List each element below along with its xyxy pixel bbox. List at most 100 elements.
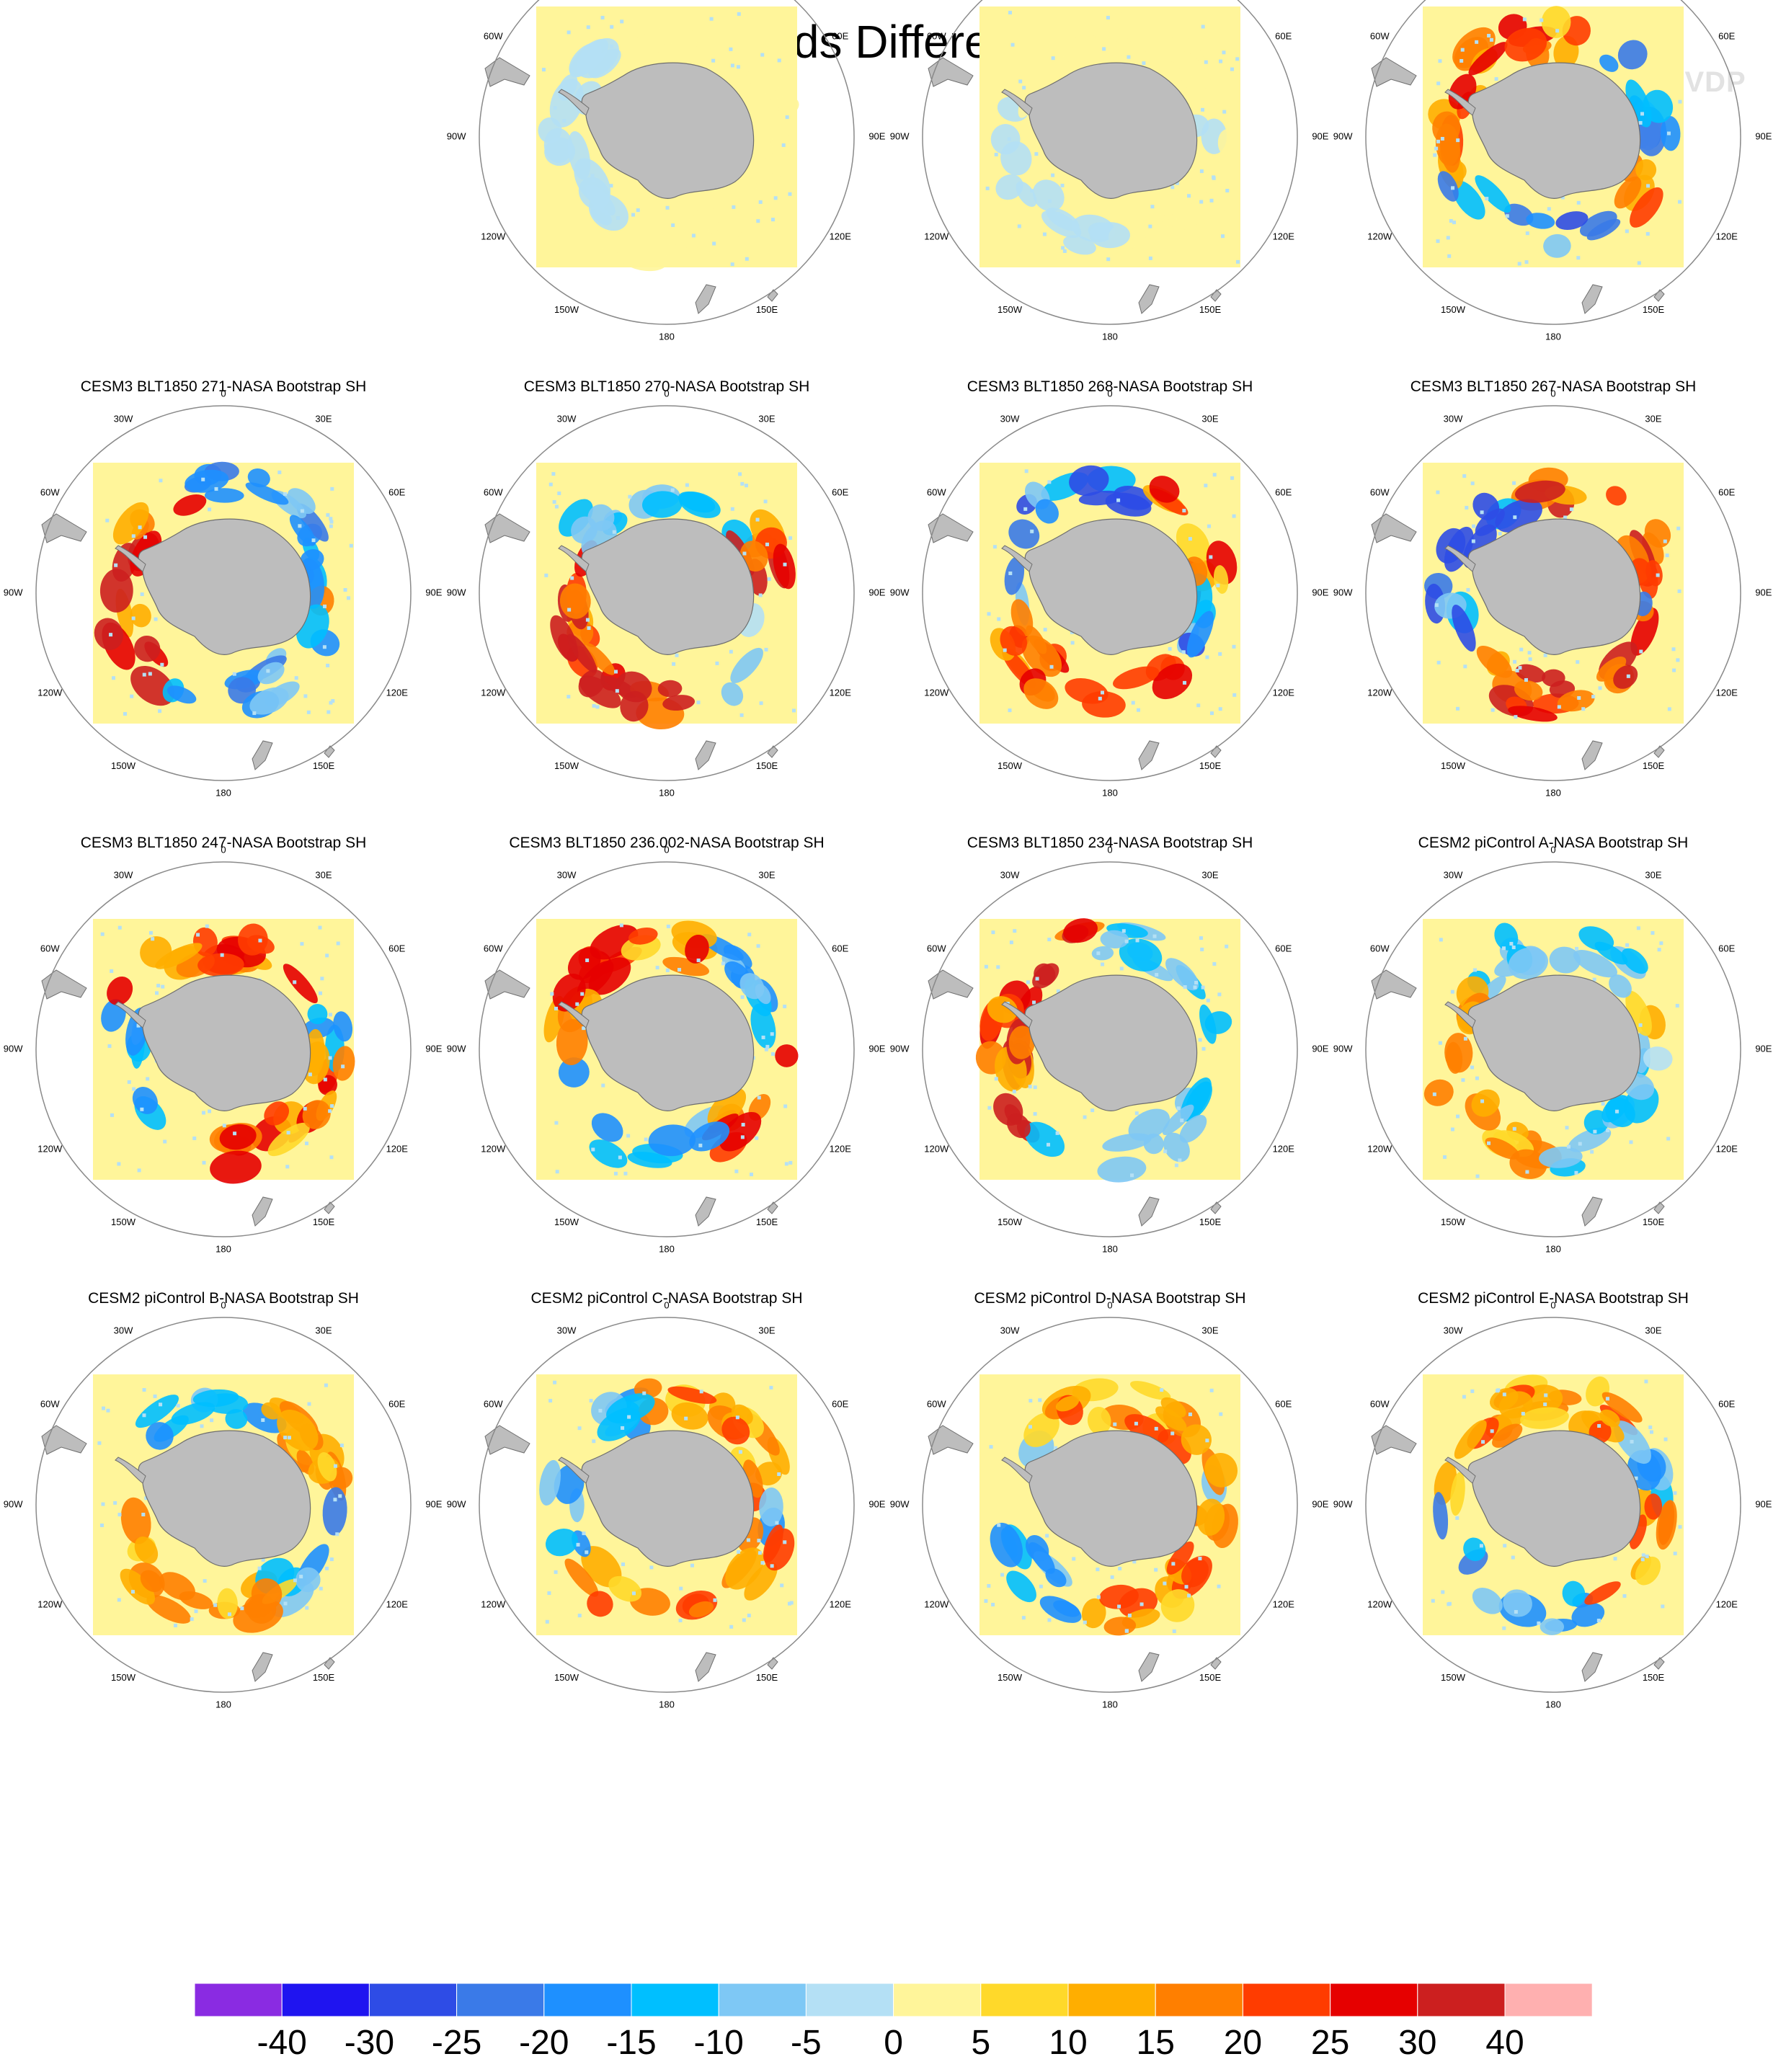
map-boundary	[479, 405, 855, 781]
colorbar-tick-label: 5	[971, 2024, 990, 2062]
new-zealand-landmass	[1138, 1652, 1160, 1682]
longitude-label: 120W	[37, 1599, 63, 1609]
longitude-label: 150W	[111, 1217, 136, 1227]
longitude-label: 150E	[313, 760, 335, 771]
longitude-label: 60W	[40, 486, 60, 497]
longitude-label: 0	[1107, 1299, 1112, 1310]
map-panel: CESM2 piControl A-NASA Bootstrap SH0 30E 6…	[1333, 835, 1772, 1254]
longitude-label: 60E	[388, 943, 405, 953]
map-panel: CESM3 BLT1850 247-NASA Bootstrap SH0 30E 6…	[4, 835, 443, 1254]
south-america-landmass	[1371, 1425, 1417, 1455]
colorbar-tick-label: 40	[1485, 2024, 1524, 2062]
panel-title: CESM3 BLT1850 271-NASA Bootstrap SH	[81, 378, 366, 395]
colorbar-swatch	[456, 1983, 545, 2017]
map-panel: NASA Team SH-NASA Bootstrap SH030E60E90E…	[890, 0, 1329, 342]
longitude-label: 150W	[111, 760, 136, 771]
colorbar-swatch	[631, 1983, 719, 2017]
longitude-label: 60E	[1275, 943, 1292, 953]
panel-title: CESM3 BLT1850 268-NASA Bootstrap SH	[967, 378, 1253, 395]
longitude-label: 120W	[481, 1599, 506, 1609]
colorbar-tick-label: 15	[1137, 2024, 1175, 2062]
map-boundary	[479, 1317, 855, 1693]
longitude-label: 0	[664, 844, 669, 855]
longitude-label: 60E	[388, 1398, 405, 1409]
longitude-label: 90W	[4, 1043, 23, 1054]
south-america-landmass	[484, 57, 530, 87]
longitude-label: 90E	[868, 587, 885, 597]
new-zealand-landmass	[695, 1196, 716, 1227]
longitude-label: 30E	[315, 414, 332, 424]
longitude-label: 90W	[890, 1043, 910, 1054]
longitude-label: 150E	[1643, 304, 1665, 315]
antarctic-peninsula	[1001, 1001, 1033, 1028]
new-zealand-landmass	[1581, 284, 1603, 314]
longitude-label: 30W	[1000, 870, 1020, 881]
new-zealand-landmass	[1138, 1196, 1160, 1227]
longitude-label: 90E	[425, 587, 442, 597]
longitude-label: 90E	[1755, 1498, 1772, 1509]
longitude-label: 60W	[1370, 30, 1390, 41]
longitude-label: 90E	[1312, 1043, 1328, 1054]
longitude-label: 60W	[927, 30, 946, 41]
south-america-landmass	[928, 969, 974, 1000]
south-america-landmass	[1371, 969, 1417, 1000]
panel-title: CESM2 piControl D-NASA Bootstrap SH	[974, 1290, 1246, 1307]
colorbar-swatch	[194, 1983, 283, 2017]
panel-title: CESM3 BLT1850 236.002-NASA Bootstrap SH	[509, 835, 824, 851]
longitude-label: 60E	[1275, 30, 1292, 41]
longitude-label: 150E	[313, 1672, 335, 1683]
south-america-landmass	[41, 969, 87, 1000]
longitude-label: 90W	[1333, 1043, 1353, 1054]
panel-title: CESM2 piControl A-NASA Bootstrap SH	[1418, 835, 1689, 851]
longitude-label: 90W	[890, 130, 910, 141]
colorbar-swatch	[718, 1983, 807, 2017]
longitude-label: 60W	[1370, 1398, 1390, 1409]
longitude-label: 30W	[1444, 1325, 1463, 1336]
colorbar-tick-label: 20	[1224, 2024, 1262, 2062]
longitude-label: 180	[1102, 331, 1118, 342]
new-zealand-landmass	[252, 740, 273, 770]
longitude-label: 0	[1550, 844, 1555, 855]
antarctic-peninsula	[558, 89, 590, 116]
longitude-label: 90E	[1755, 1043, 1772, 1054]
longitude-label: 120E	[386, 687, 409, 698]
longitude-label: 150W	[1441, 760, 1466, 771]
longitude-label: 120W	[924, 687, 949, 698]
longitude-label: 30E	[758, 1325, 775, 1336]
map-boundary	[1365, 861, 1741, 1237]
antarctic-peninsula	[1001, 1457, 1033, 1484]
panel-title: CESM2 piControl B-NASA Bootstrap SH	[88, 1290, 359, 1307]
longitude-label: 150E	[756, 1672, 778, 1683]
antarctic-peninsula	[558, 1457, 590, 1484]
antarctic-peninsula	[115, 1457, 146, 1484]
longitude-label: 180	[659, 787, 675, 798]
colorbar-tick-label: 10	[1049, 2024, 1087, 2062]
longitude-label: 30W	[1000, 414, 1020, 424]
longitude-label: 0	[1107, 844, 1112, 855]
longitude-label: 60E	[1718, 486, 1735, 497]
longitude-label: 60E	[832, 1398, 848, 1409]
longitude-label: 150W	[111, 1672, 136, 1683]
longitude-label: 30W	[1000, 1325, 1020, 1336]
longitude-label: 150E	[1199, 1672, 1222, 1683]
longitude-label: 120W	[924, 231, 949, 241]
map-boundary	[35, 1317, 412, 1693]
longitude-label: 90E	[868, 1498, 885, 1509]
longitude-label: 150E	[756, 1217, 778, 1227]
antarctic-peninsula	[558, 1001, 590, 1028]
longitude-label: 150E	[1643, 1672, 1665, 1683]
panel-title: CESM3 BLT1850 270-NASA Bootstrap SH	[524, 378, 809, 395]
south-america-landmass	[484, 1425, 530, 1455]
longitude-label: 90W	[447, 1498, 466, 1509]
colorbar-swatch	[1417, 1983, 1506, 2017]
longitude-label: 150E	[1643, 1217, 1665, 1227]
antarctic-peninsula	[1444, 1001, 1476, 1028]
longitude-label: 30W	[114, 1325, 133, 1336]
map-panels-grid: NASA CDR SH-NASA Bootstrap SH030E60E90E1…	[4, 0, 1772, 1709]
map-boundary	[922, 0, 1298, 325]
longitude-label: 150W	[1441, 1672, 1466, 1683]
colorbar-tick-label: -10	[694, 2024, 744, 2062]
longitude-label: 30E	[1201, 1325, 1218, 1336]
new-zealand-landmass	[1581, 1196, 1603, 1227]
longitude-label: 150E	[313, 1217, 335, 1227]
